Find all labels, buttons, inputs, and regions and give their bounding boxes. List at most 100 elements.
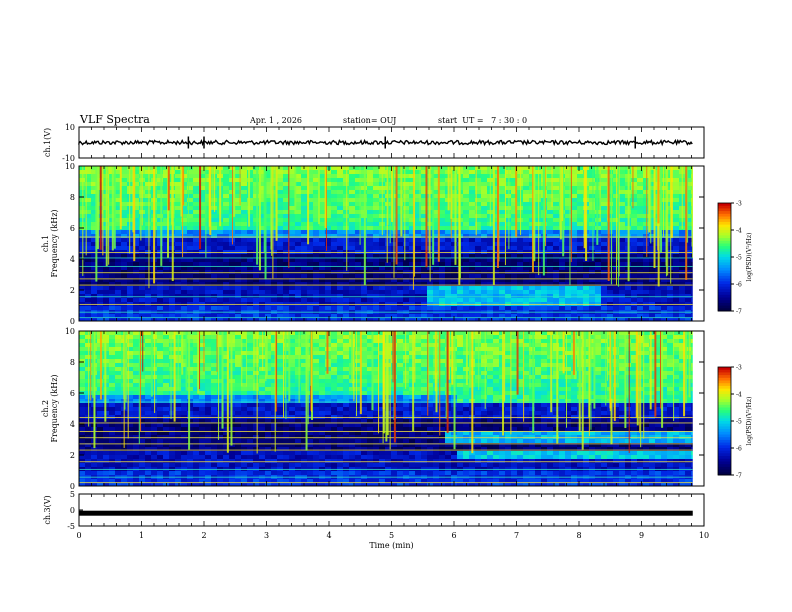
spectro-cell [595,254,601,258]
spectro-cell [211,254,217,258]
spectro-cell [175,266,181,270]
sferic-streak [263,166,265,253]
spectro-cell [115,286,121,290]
spectro-cell [589,347,595,351]
spectro-cell [307,198,313,202]
spectro-cell [193,254,199,258]
spectro-cell [553,182,559,186]
spectro-cell [265,294,271,298]
spectro-cell [559,306,565,310]
spectro-cell [337,182,343,186]
spectro-cell [553,234,559,238]
spectro-cell [451,222,457,226]
spectro-cell [415,266,421,270]
spectro-cell [97,266,103,270]
spectro-cell [469,250,475,254]
spectro-cell [409,298,415,302]
spectro-cell [415,174,421,178]
spectro-cell [601,266,607,270]
spectro-cell [247,351,253,355]
spectro-cell [163,274,169,278]
spectro-cell [205,230,211,234]
spectro-cell [433,318,439,321]
spectro-cell [85,182,91,186]
spectro-cell [511,222,517,226]
spectro-cell [325,298,331,302]
spectro-cell [139,230,145,234]
spectro-cell [451,278,457,282]
spectro-cell [403,314,409,318]
spectro-cell [487,230,493,234]
spectro-cell [469,282,475,286]
spectro-cell [169,335,175,339]
spectro-cell [511,230,517,234]
spectro-cell [157,318,163,321]
spectro-cell [367,355,373,359]
spectro-cell [247,242,253,246]
spectro-cell [211,170,217,174]
spectro-cell [637,226,643,230]
spectro-cell [535,294,541,298]
spectro-cell [553,246,559,250]
spectro-cell [223,234,229,238]
spectro-cell [193,282,199,286]
spectro-cell [571,258,577,262]
spectro-cell [451,290,457,294]
spectro-cell [535,262,541,266]
spectro-cell [205,258,211,262]
spectro-cell [373,339,379,343]
spectro-cell [511,254,517,258]
spectro-cell [139,286,145,290]
spectro-cell [253,226,259,230]
spectro-cell [367,182,373,186]
spectro-cell [223,178,229,182]
spectro-cell [553,174,559,178]
sferic-streak [538,166,540,276]
spectro-cell [235,266,241,270]
spectro-cell [235,234,241,238]
spectro-cell [685,347,691,351]
spectro-cell [145,250,151,254]
spectro-cell [433,166,439,170]
spectro-cell [283,210,289,214]
spectro-cell [337,214,343,218]
spectro-cell [487,343,493,347]
spectro-cell [85,306,91,310]
spectro-cell [145,335,151,339]
spectro-cell [601,278,607,282]
spectro-cell [91,274,97,278]
spectro-cell [475,286,481,290]
spectro-cell [337,170,343,174]
spectro-cell [565,178,571,182]
spectro-cell [85,331,91,335]
spectro-cell [313,262,319,266]
spectro-cell [373,343,379,347]
spectro-cell [679,351,685,355]
spectro-cell [421,218,427,222]
spectro-cell [193,198,199,202]
spectro-cell [343,351,349,355]
spectro-cell [331,286,337,290]
spectro-cell [205,234,211,238]
spectro-cell [373,238,379,242]
spectro-cell [277,198,283,202]
spectro-cell [535,234,541,238]
spectro-cell [403,218,409,222]
spectro-cell [157,226,163,230]
spectro-cell [409,206,415,210]
spectro-cell [193,347,199,351]
spectro-cell [667,294,673,298]
spectro-cell [121,270,127,274]
spectro-cell [241,286,247,290]
spectro-cell [403,198,409,202]
spectro-cell [655,331,661,335]
spectro-cell [685,286,691,290]
spectro-cell [259,202,265,206]
spectro-cell [475,182,481,186]
spectro-cell [475,294,481,298]
spectro-cell [577,298,583,302]
spectro-cell [205,355,211,359]
spectro-cell [283,238,289,242]
spectro-cell [115,222,121,226]
